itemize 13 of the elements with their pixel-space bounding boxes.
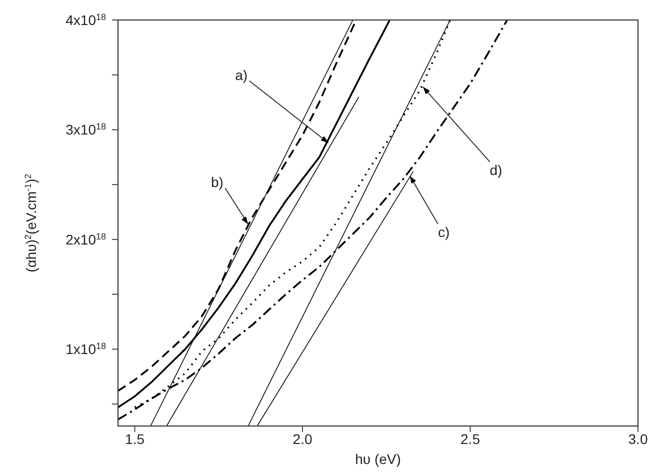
x-tick-label: 3.0 xyxy=(628,430,648,447)
x-tick-label: 2.5 xyxy=(460,430,480,447)
annotation: a) xyxy=(235,66,248,83)
y-tick-label: 1x10$^{18}$ xyxy=(66,341,106,358)
x-tick-label: 2.0 xyxy=(292,430,312,447)
x-tick-label: 1.5 xyxy=(125,430,145,447)
annotation: d) xyxy=(490,162,502,178)
y-tick-label: 4x10$^{18}$ xyxy=(66,12,106,28)
annotation: b) xyxy=(210,174,224,190)
y-tick-label: 2x10$^{18}$ xyxy=(66,231,106,248)
x-axis-title: hυ (eV) xyxy=(355,451,401,467)
annotation: c) xyxy=(438,224,450,240)
y-tick-label: 3x10$^{18}$ xyxy=(66,122,106,138)
